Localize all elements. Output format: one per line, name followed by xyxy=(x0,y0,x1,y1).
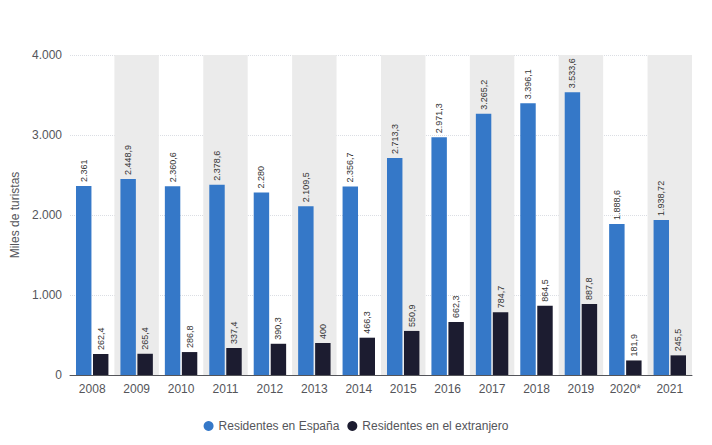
svg-text:3.396,1: 3.396,1 xyxy=(523,69,533,99)
svg-text:400: 400 xyxy=(318,324,328,339)
svg-text:2019: 2019 xyxy=(568,382,595,396)
svg-text:0: 0 xyxy=(55,368,62,382)
svg-text:4.000: 4.000 xyxy=(32,48,62,62)
svg-text:2018: 2018 xyxy=(523,382,550,396)
svg-text:286,8: 286,8 xyxy=(185,326,195,349)
svg-text:3.000: 3.000 xyxy=(32,128,62,142)
svg-text:390,3: 390,3 xyxy=(273,317,283,340)
svg-text:662,3: 662,3 xyxy=(451,295,461,318)
svg-text:2010: 2010 xyxy=(168,382,195,396)
svg-text:2020*: 2020* xyxy=(610,382,642,396)
svg-text:2.713,3: 2.713,3 xyxy=(390,124,400,154)
svg-text:265,4: 265,4 xyxy=(140,327,150,350)
svg-text:864,5: 864,5 xyxy=(540,279,550,302)
svg-text:2016: 2016 xyxy=(434,382,461,396)
svg-text:3.533,6: 3.533,6 xyxy=(567,58,577,88)
svg-text:887,8: 887,8 xyxy=(584,277,594,300)
svg-text:2.361: 2.361 xyxy=(79,160,89,183)
svg-text:466,3: 466,3 xyxy=(362,311,372,334)
svg-text:1.000: 1.000 xyxy=(32,288,62,302)
svg-text:2.971,3: 2.971,3 xyxy=(434,103,444,133)
svg-text:262,4: 262,4 xyxy=(96,327,106,350)
svg-text:1.938,72: 1.938,72 xyxy=(656,181,666,216)
svg-text:2013: 2013 xyxy=(301,382,328,396)
svg-text:181,9: 181,9 xyxy=(629,334,639,357)
svg-text:2009: 2009 xyxy=(123,382,150,396)
svg-text:2.360,6: 2.360,6 xyxy=(168,152,178,182)
svg-text:2.109,5: 2.109,5 xyxy=(301,172,311,202)
svg-text:2.356,7: 2.356,7 xyxy=(345,152,355,182)
svg-text:Residentes en el extranjero: Residentes en el extranjero xyxy=(362,419,508,433)
svg-text:784,7: 784,7 xyxy=(496,286,506,309)
svg-text:550,9: 550,9 xyxy=(407,304,417,327)
svg-text:2021: 2021 xyxy=(656,382,683,396)
svg-text:2008: 2008 xyxy=(79,382,106,396)
svg-text:Residentes en España: Residentes en España xyxy=(219,419,340,433)
svg-text:245,5: 245,5 xyxy=(673,329,683,352)
svg-text:3.265,2: 3.265,2 xyxy=(479,80,489,110)
svg-text:2017: 2017 xyxy=(479,382,506,396)
svg-text:2.448,9: 2.448,9 xyxy=(123,145,133,175)
svg-text:2.378,6: 2.378,6 xyxy=(212,151,222,181)
svg-text:2.280: 2.280 xyxy=(256,166,266,189)
svg-text:Miles de turistas: Miles de turistas xyxy=(8,172,22,259)
svg-text:2015: 2015 xyxy=(390,382,417,396)
svg-text:337,4: 337,4 xyxy=(229,321,239,344)
svg-text:2.000: 2.000 xyxy=(32,208,62,222)
svg-text:2014: 2014 xyxy=(345,382,372,396)
svg-text:2011: 2011 xyxy=(213,382,239,396)
svg-text:1.888,6: 1.888,6 xyxy=(612,190,622,220)
svg-text:2012: 2012 xyxy=(257,382,284,396)
